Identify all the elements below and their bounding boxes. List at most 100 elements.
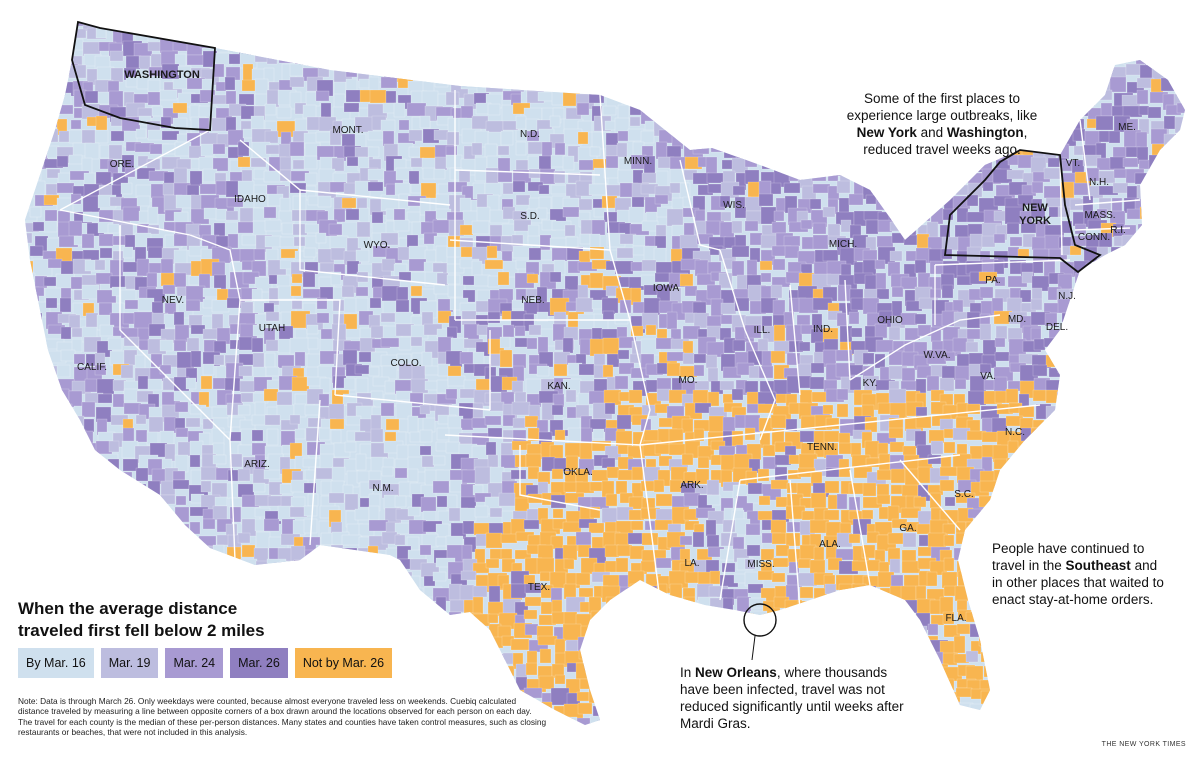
county-3268: [1095, 469, 1113, 486]
county-126: [474, 29, 489, 43]
county-3277: [29, 482, 41, 495]
county-3742: [162, 544, 178, 557]
county-3253: [904, 468, 920, 487]
county-1544: [1160, 222, 1181, 235]
county-30: [407, 22, 419, 23]
county-1838: [254, 276, 273, 293]
county-1938: [372, 286, 384, 299]
county-2719: [1056, 391, 1076, 405]
county-169: [1030, 29, 1045, 46]
county-972: [823, 144, 836, 159]
county-444: [1058, 68, 1070, 80]
county-1662: [330, 247, 346, 261]
county-4344: [889, 622, 909, 634]
county-3457: [1190, 494, 1200, 508]
county-121: [410, 28, 423, 40]
county-3377: [147, 495, 164, 514]
county-1524: [904, 224, 917, 237]
county-4964: [668, 716, 680, 725]
county-2943: [419, 429, 433, 443]
county-2104: [163, 313, 176, 329]
county-4625: [993, 664, 1013, 680]
county-2782: [694, 402, 712, 414]
county-2645: [97, 393, 113, 404]
county-4161: [874, 601, 894, 612]
county-1994: [1096, 288, 1113, 302]
county-1777: [641, 259, 657, 272]
county-3340: [848, 482, 865, 495]
county-119: [385, 28, 398, 40]
county-780: [695, 117, 714, 129]
county-4054: [669, 583, 683, 599]
county-4310: [445, 622, 462, 640]
county-3367: [25, 497, 37, 512]
county-2023: [291, 299, 303, 310]
county-1943: [433, 284, 450, 295]
county-3467: [134, 509, 150, 523]
county-3492: [459, 507, 477, 522]
county-2930: [251, 429, 264, 442]
county-2999: [1149, 428, 1170, 442]
county-1380: [215, 208, 228, 221]
county-3446: [1048, 494, 1065, 510]
county-1787: [772, 258, 786, 271]
county-496: [551, 76, 565, 93]
county-1390: [345, 208, 361, 221]
county-1253: [927, 183, 943, 200]
county-2232: [645, 324, 657, 336]
county-4488: [395, 648, 410, 661]
county-366: [45, 64, 59, 82]
county-553: [108, 90, 124, 108]
county-4414: [616, 639, 632, 653]
county-3125: [421, 455, 435, 468]
county-2122: [394, 311, 414, 325]
county-2363: [1163, 338, 1179, 353]
county-2638: [1190, 377, 1200, 387]
county-1095: [57, 172, 71, 184]
county-4807: [996, 691, 1013, 708]
county-3526: [900, 507, 921, 519]
county-512: [761, 81, 779, 92]
county-3192: [109, 471, 122, 489]
county-1735: [94, 259, 106, 271]
county-3789: [775, 544, 790, 557]
county-4816: [1112, 690, 1128, 704]
county-2856: [471, 417, 488, 429]
county-4158: [835, 596, 847, 610]
county-2206: [306, 324, 319, 335]
county-3046: [579, 442, 593, 461]
county-3170: [1006, 457, 1027, 472]
county-3791: [799, 544, 817, 560]
county-728: [25, 116, 41, 130]
county-3485: [368, 505, 380, 521]
county-3269: [1110, 471, 1131, 485]
county-184: [44, 42, 65, 53]
county-2905: [1110, 416, 1129, 428]
county-2953: [554, 429, 566, 441]
county-1041: [538, 155, 552, 172]
county-2872: [681, 418, 694, 434]
county-2090: [1163, 297, 1184, 311]
county-227: [602, 42, 615, 54]
county-62: [825, 12, 840, 21]
county-289: [228, 53, 242, 65]
county-4230: [590, 610, 608, 621]
county-3930: [242, 572, 262, 585]
county-1005: [68, 154, 83, 165]
county-1727: [1176, 246, 1185, 259]
county-1038: [497, 157, 511, 174]
county-590: [588, 93, 605, 104]
county-2908: [1148, 417, 1169, 429]
county-1033: [434, 156, 448, 171]
county-3787: [746, 544, 761, 557]
county-693: [746, 104, 766, 116]
county-3943: [407, 575, 421, 590]
county-3376: [136, 492, 148, 507]
county-3146: [697, 456, 710, 469]
county-3913: [25, 572, 42, 590]
county-419: [736, 63, 754, 76]
county-3122: [382, 457, 395, 469]
county-435: [939, 68, 953, 83]
county-54: [719, 22, 738, 31]
county-3086: [1100, 440, 1113, 454]
